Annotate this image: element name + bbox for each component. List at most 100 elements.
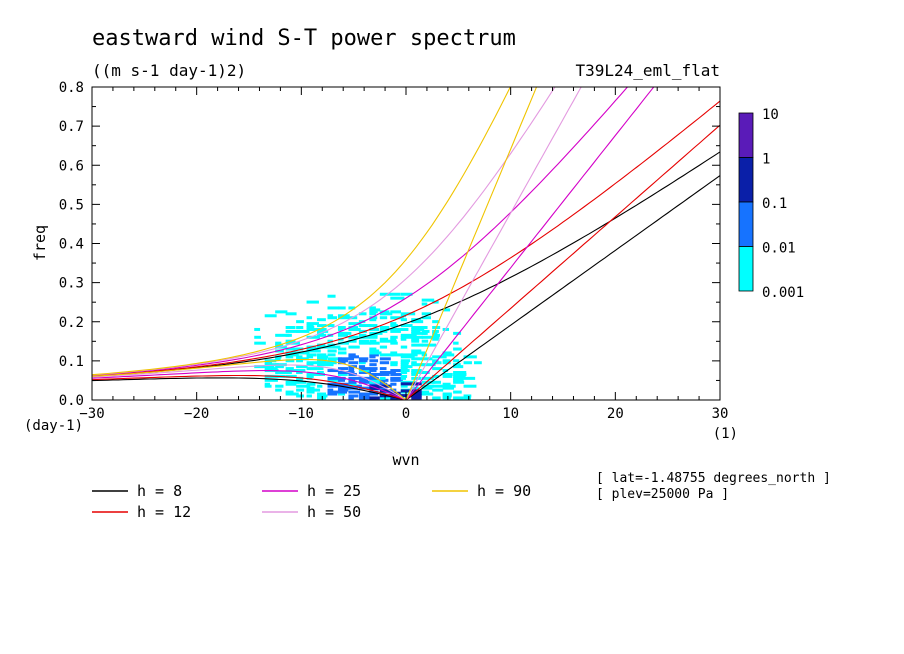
heatmap-cell bbox=[358, 312, 367, 316]
heatmap-cell bbox=[337, 361, 346, 365]
heatmap-cell bbox=[369, 380, 384, 384]
pressure-note: [ plev=25000 Pa ] bbox=[596, 487, 729, 502]
heatmap-cell bbox=[432, 300, 439, 304]
heatmap-cell bbox=[369, 324, 378, 328]
x-tick-label: −30 bbox=[79, 406, 104, 422]
heatmap-cell bbox=[317, 357, 328, 361]
heatmap-cell bbox=[306, 363, 314, 367]
heatmap-cell bbox=[400, 380, 412, 384]
heatmap-cell bbox=[254, 327, 261, 331]
heatmap-cell bbox=[390, 376, 403, 380]
heatmap-cell bbox=[348, 372, 357, 376]
heatmap-cell bbox=[390, 351, 398, 355]
heatmap-cell bbox=[306, 382, 316, 386]
heatmap-cell bbox=[400, 292, 413, 296]
heatmap-cell bbox=[390, 369, 401, 373]
heatmap-cell bbox=[400, 365, 413, 369]
heatmap-cell bbox=[432, 359, 439, 363]
heatmap-cell bbox=[369, 306, 376, 310]
heatmap-cell bbox=[453, 374, 466, 378]
heatmap-cell bbox=[369, 349, 380, 353]
mixed-rossby-gravity-curve bbox=[92, 87, 556, 376]
heatmap-cell bbox=[369, 353, 379, 357]
heatmap-cell bbox=[296, 355, 303, 359]
colorbar-label: 0.1 bbox=[762, 196, 787, 212]
heatmap-cell bbox=[264, 363, 279, 367]
heatmap-cell bbox=[400, 324, 413, 328]
heatmap-cell bbox=[275, 365, 284, 369]
heatmap-cell bbox=[358, 367, 371, 371]
heatmap-cell bbox=[275, 310, 288, 314]
heatmap-cell bbox=[421, 329, 430, 333]
heatmap-cell bbox=[264, 384, 272, 388]
heatmap-cell bbox=[369, 308, 381, 312]
heatmap-cell bbox=[264, 314, 277, 318]
heatmap-cell bbox=[421, 331, 428, 335]
colorbar-label: 0.001 bbox=[762, 285, 804, 301]
heatmap-cell bbox=[369, 327, 380, 331]
heatmap-cell bbox=[390, 292, 401, 296]
heatmap-cell bbox=[327, 294, 336, 298]
heatmap-cell bbox=[317, 361, 331, 365]
heatmap-cell bbox=[296, 329, 310, 333]
heatmap-cell bbox=[317, 355, 329, 359]
heatmap-cell bbox=[275, 333, 290, 337]
heatmap-cell bbox=[296, 394, 305, 398]
kelvin-wave-curve bbox=[405, 87, 655, 400]
heatmap-cell bbox=[317, 333, 327, 337]
heatmap-cell bbox=[432, 335, 440, 339]
mixed-rossby-gravity-curve bbox=[92, 100, 720, 377]
y-tick-label: 0.7 bbox=[59, 119, 84, 135]
heatmap-cell bbox=[317, 318, 326, 322]
heatmap-cell bbox=[421, 339, 429, 343]
heatmap-cell bbox=[400, 361, 409, 365]
heatmap-cell bbox=[296, 369, 306, 373]
heatmap-cell bbox=[369, 316, 378, 320]
heatmap-cell bbox=[317, 353, 327, 357]
heatmap-cell bbox=[411, 394, 422, 398]
heatmap-cell bbox=[285, 333, 292, 337]
heatmap-cell bbox=[432, 380, 441, 384]
heatmap-cell bbox=[264, 365, 275, 369]
y-tick-label: 0.1 bbox=[59, 354, 84, 370]
heatmap-cell bbox=[400, 318, 407, 322]
heatmap-cell bbox=[275, 341, 282, 345]
heatmap-cell bbox=[432, 384, 443, 388]
heatmap-cell bbox=[432, 331, 438, 335]
heatmap-cell bbox=[296, 351, 310, 355]
heatmap-cell bbox=[327, 324, 335, 328]
heatmap-cell bbox=[369, 382, 382, 386]
kelvin-wave-curve bbox=[405, 87, 538, 400]
heatmap-cell bbox=[379, 310, 390, 314]
heatmap-cell bbox=[348, 322, 362, 326]
heatmap-cell bbox=[327, 369, 339, 373]
heatmap-cell bbox=[390, 324, 398, 328]
heatmap-cell bbox=[285, 369, 298, 373]
heatmap-cell bbox=[369, 378, 382, 382]
heatmap-cell bbox=[296, 388, 305, 392]
heatmap-cell bbox=[285, 326, 296, 330]
heatmap-cell bbox=[306, 390, 315, 394]
heatmap-cell bbox=[421, 363, 436, 367]
chart-title: eastward wind S-T power spectrum bbox=[92, 26, 516, 51]
heatmap-cell bbox=[379, 326, 390, 330]
heatmap-cell bbox=[306, 353, 317, 357]
heatmap-cell bbox=[421, 335, 433, 339]
heatmap-cell bbox=[348, 380, 357, 384]
heatmap-cell bbox=[379, 371, 393, 375]
heatmap-cell bbox=[317, 359, 327, 363]
chart-subtitle: ((m s-1 day-1)2) bbox=[92, 61, 246, 80]
heatmap-cell bbox=[337, 316, 350, 320]
heatmap-cell bbox=[421, 316, 431, 320]
heatmap-cell bbox=[327, 376, 341, 380]
axes: −30 −20 −10 0 10 20 30 0.0 0.1 0.2 0.3 0.4 0.5 0.6 0.7… bbox=[59, 80, 729, 422]
heatmap-cell bbox=[275, 388, 282, 392]
heatmap-cell bbox=[296, 359, 303, 363]
heatmap-cell bbox=[432, 320, 440, 324]
heatmap-cell bbox=[285, 359, 295, 363]
heatmap-cell bbox=[453, 380, 465, 384]
kelvin-wave-curve bbox=[405, 175, 720, 400]
heatmap-cell bbox=[369, 351, 382, 355]
heatmap-cell bbox=[358, 369, 370, 373]
heatmap-cell bbox=[306, 372, 321, 376]
